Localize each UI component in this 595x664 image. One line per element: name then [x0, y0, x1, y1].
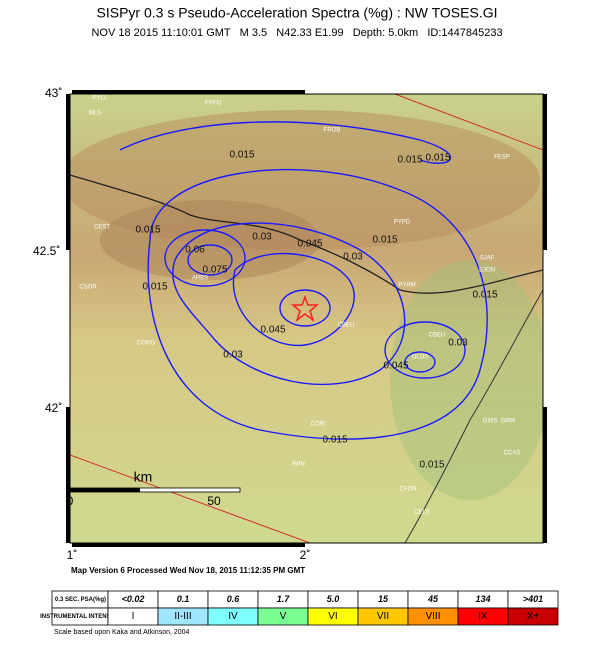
contour-label: 0.015 — [372, 235, 397, 246]
legend-psa: <0.02 — [122, 594, 145, 604]
station: ARBS — [192, 276, 208, 282]
scale-bar — [70, 488, 140, 492]
map-frame — [69, 93, 544, 544]
legend-intensity: II-III — [174, 611, 191, 622]
legend-intensity: V — [280, 611, 287, 622]
footer: Map Version 6 Processed Wed Nov 18, 2015… — [71, 566, 305, 575]
contour-label: 0.03 — [252, 232, 272, 243]
station: PYLL — [93, 96, 108, 102]
legend-psa: 0.6 — [227, 594, 241, 604]
legend-psa: 134 — [475, 594, 490, 604]
lowland — [390, 260, 543, 500]
legend-header: 0.3 SEC. PSA(%g) — [55, 597, 106, 603]
credit: Scale based upon Kaka and Atkinson, 2004 — [54, 629, 190, 636]
station: GIRR — [501, 419, 517, 425]
scale-tick: 50 — [207, 494, 221, 508]
legend-header: INSTRUMENTAL INTENSITY — [40, 614, 120, 620]
legend-color — [507, 607, 559, 626]
lat-label: 42˚ — [45, 401, 62, 415]
line — [394, 94, 543, 151]
station: CBEU — [338, 323, 355, 329]
contour-label: 0.03 — [223, 350, 243, 361]
subtitle: NOV 18 2015 11:10:01 GMT M 3.5 N42.33 E1… — [91, 27, 502, 39]
contour-label: 0.075 — [202, 265, 227, 276]
line — [70, 454, 311, 543]
station: CCAS — [504, 451, 521, 457]
station: CORG — [137, 341, 155, 347]
contour-label: 0.015 — [472, 290, 497, 301]
station: CBEU — [429, 333, 446, 339]
station: FROB — [324, 128, 341, 134]
station: SJAF — [480, 256, 495, 262]
contour-label: 0.045 — [297, 239, 322, 250]
contour-label: 0.015 — [229, 150, 254, 161]
legend-intensity: VI — [328, 611, 337, 622]
contour-label: 0.045 — [383, 361, 408, 372]
station: PYRM — [398, 283, 415, 289]
contour-label: 0.03 — [343, 252, 363, 263]
legend-intensity: I — [132, 611, 135, 622]
legend-psa: 1.7 — [277, 594, 291, 604]
station: FESP — [494, 155, 510, 161]
frame-ticks — [66, 90, 547, 547]
legend-psa: 45 — [427, 594, 439, 604]
stations: PYLL MLS PYFO FROB FESP CEST PYPD ARBS SJAF EJON C… — [79, 96, 520, 516]
epicenter — [290, 294, 320, 323]
contour-label: 0.045 — [260, 325, 285, 336]
legend-intensity: IX — [478, 611, 488, 622]
station: OLOS — [412, 355, 429, 361]
map: PYLL MLS PYFO FROB FESP CEST PYPD ARBS SJAF EJON C… — [70, 94, 543, 543]
lat-label: 42.5˚ — [33, 244, 60, 258]
contour-label: 0.03 — [448, 338, 468, 349]
station: CORI — [311, 422, 326, 428]
station: CFON — [400, 487, 417, 493]
contour-labels: 0.015 0.015 0.0150.0150.0150.0150.0150.015… — [135, 150, 497, 471]
contour-label: 0.06 — [185, 245, 205, 256]
station: CEST — [94, 225, 110, 231]
scale-unit: km — [134, 469, 153, 485]
contour-label: 0.015 — [419, 460, 444, 471]
legend: 0.3 SEC. PSA(%g) INSTRUMENTAL INTENSITY <0… — [40, 590, 559, 626]
legend-psa: 0.1 — [177, 594, 190, 604]
contours — [119, 121, 488, 440]
station: PYPD — [394, 220, 411, 226]
contour-label: 0.015 — [135, 225, 160, 236]
legend-intensity: VIII — [425, 611, 440, 622]
station: MLS — [89, 111, 101, 117]
contour-label: 0.015 — [425, 153, 450, 164]
contour-label: 0.015 — [322, 435, 347, 446]
contour-label: 0.015 — [142, 282, 167, 293]
legend-intensity: X+ — [527, 611, 540, 622]
legend-intensity: IV — [228, 611, 238, 622]
scale-tick: 0 — [67, 494, 74, 508]
border — [70, 174, 543, 294]
lon-label: 1˚ — [67, 548, 78, 562]
station: EJON — [479, 268, 495, 274]
legend-intensity: VII — [377, 611, 389, 622]
legend-psa: >401 — [523, 594, 543, 604]
contour-label: 0.015 — [397, 155, 422, 166]
station: GIRS — [483, 419, 498, 425]
station: CSOR — [79, 285, 97, 291]
lat-label: 43˚ — [45, 86, 62, 100]
legend-psa: 15 — [378, 594, 389, 604]
station: CELS — [414, 510, 430, 516]
mountains — [70, 110, 540, 250]
station: AVIN — [291, 462, 305, 468]
lon-label: 2˚ — [300, 548, 311, 562]
coast — [404, 289, 543, 543]
legend-psa: 5.0 — [327, 594, 340, 604]
station: PYFO — [205, 101, 222, 107]
title: SISPyr 0.3 s Pseudo-Acceleration Spectra… — [97, 5, 498, 21]
